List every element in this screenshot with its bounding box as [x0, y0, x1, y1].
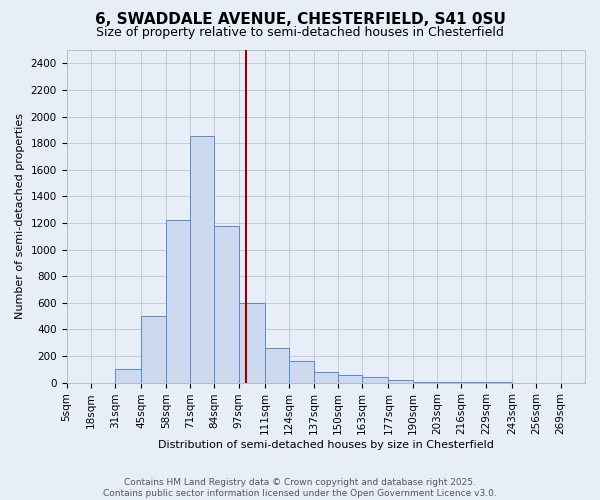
Bar [142, 316, 166, 382]
Bar [239, 303, 265, 382]
Bar [166, 220, 190, 382]
Bar [362, 378, 388, 382]
Bar [388, 380, 413, 382]
Bar [214, 226, 239, 382]
Y-axis label: Number of semi-detached properties: Number of semi-detached properties [15, 114, 25, 320]
Text: Size of property relative to semi-detached houses in Chesterfield: Size of property relative to semi-detach… [96, 26, 504, 39]
Bar [289, 362, 314, 382]
Text: Contains HM Land Registry data © Crown copyright and database right 2025.
Contai: Contains HM Land Registry data © Crown c… [103, 478, 497, 498]
Bar [338, 374, 362, 382]
Bar [115, 370, 142, 382]
X-axis label: Distribution of semi-detached houses by size in Chesterfield: Distribution of semi-detached houses by … [158, 440, 494, 450]
Text: 6 SWADDALE AVENUE: 101sqm
← 85% of semi-detached houses are smaller (5,018)
14% : 6 SWADDALE AVENUE: 101sqm ← 85% of semi-… [0, 499, 1, 500]
Bar [190, 136, 214, 382]
Text: 6, SWADDALE AVENUE, CHESTERFIELD, S41 0SU: 6, SWADDALE AVENUE, CHESTERFIELD, S41 0S… [95, 12, 505, 28]
Bar [314, 372, 338, 382]
Bar [265, 348, 289, 382]
